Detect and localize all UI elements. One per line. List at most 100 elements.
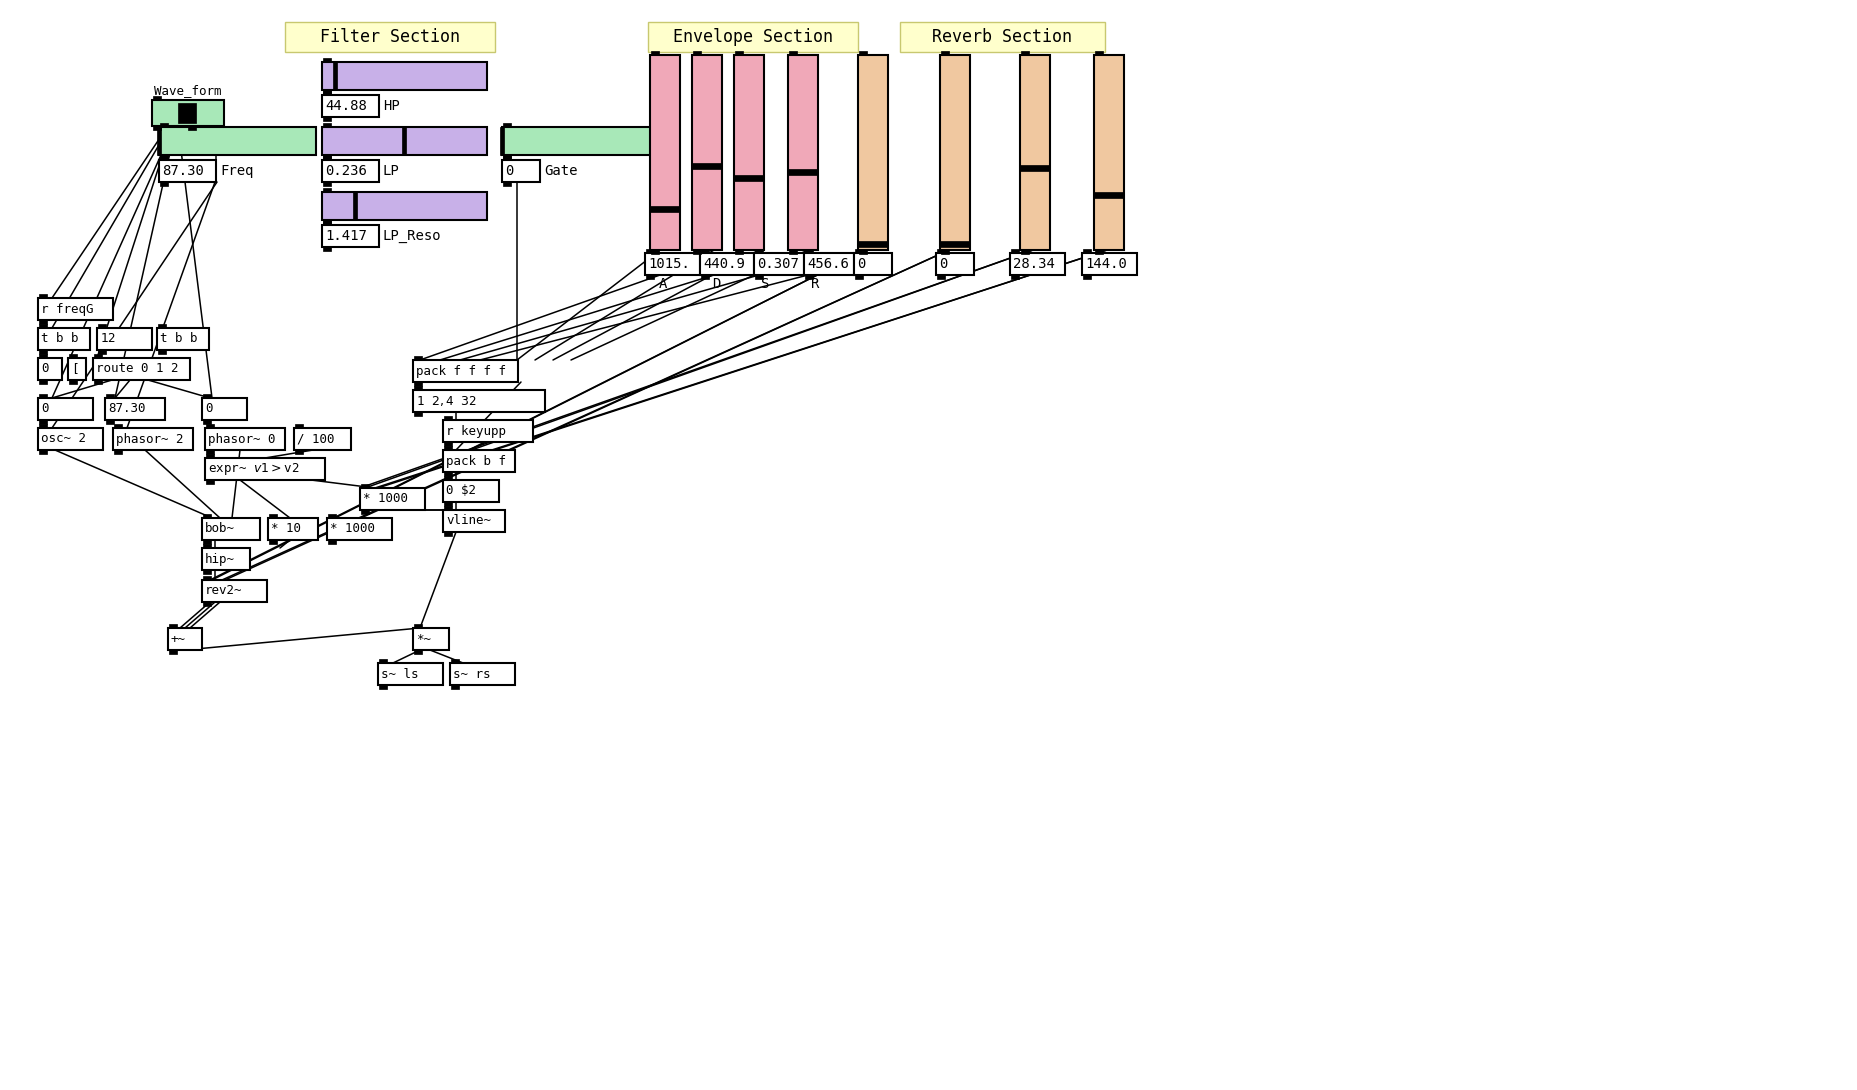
Bar xyxy=(39,420,46,424)
Bar xyxy=(379,659,386,663)
Bar xyxy=(360,510,370,514)
Bar xyxy=(106,398,165,420)
Bar xyxy=(754,253,804,275)
Bar xyxy=(69,358,85,380)
Bar xyxy=(1019,165,1049,171)
Text: s~ ls: s~ ls xyxy=(381,667,418,680)
Bar xyxy=(204,428,284,450)
Text: s~ rs: s~ rs xyxy=(453,667,490,680)
Bar xyxy=(940,241,969,247)
Bar xyxy=(152,126,162,130)
Bar xyxy=(321,128,487,155)
Text: R: R xyxy=(810,277,819,291)
Bar xyxy=(754,249,763,253)
Bar xyxy=(202,514,212,518)
Bar xyxy=(940,51,949,54)
Bar xyxy=(1010,253,1064,275)
Bar xyxy=(158,350,165,354)
Bar xyxy=(113,428,193,450)
Bar xyxy=(444,532,451,536)
Bar xyxy=(735,51,743,54)
Bar xyxy=(178,102,195,123)
Bar xyxy=(206,424,214,428)
Bar xyxy=(160,123,167,128)
Bar xyxy=(444,506,451,510)
Bar xyxy=(1010,275,1018,279)
Bar xyxy=(160,128,316,155)
Bar xyxy=(113,450,123,455)
Bar xyxy=(804,249,813,253)
Text: vline~: vline~ xyxy=(446,514,490,528)
Bar xyxy=(267,518,318,540)
Text: 0: 0 xyxy=(856,257,865,271)
Text: / 100: / 100 xyxy=(297,433,334,446)
Bar xyxy=(106,393,113,398)
Bar xyxy=(323,123,331,128)
Bar xyxy=(754,275,763,279)
Bar xyxy=(735,250,743,254)
Bar xyxy=(1083,249,1090,253)
Bar xyxy=(442,420,533,443)
Bar xyxy=(1010,249,1018,253)
Bar xyxy=(414,623,422,628)
Bar xyxy=(414,650,422,654)
Bar xyxy=(858,54,888,250)
Bar xyxy=(412,360,518,381)
Text: r freqG: r freqG xyxy=(41,303,93,315)
Bar xyxy=(93,358,189,380)
Text: osc~ 2: osc~ 2 xyxy=(41,433,85,446)
Bar xyxy=(39,354,46,358)
Text: pack b f: pack b f xyxy=(446,455,505,468)
Text: rev2~: rev2~ xyxy=(204,584,243,597)
Text: 0: 0 xyxy=(505,164,513,178)
Bar xyxy=(37,328,89,350)
Bar xyxy=(95,354,102,358)
Bar xyxy=(95,380,102,384)
Bar xyxy=(503,155,511,159)
Bar xyxy=(37,398,93,420)
Bar xyxy=(936,253,973,275)
Text: Envelope Section: Envelope Section xyxy=(672,28,832,46)
Bar xyxy=(360,484,370,488)
Bar xyxy=(501,160,540,182)
Bar xyxy=(648,22,858,52)
Bar xyxy=(202,580,267,602)
Bar xyxy=(332,62,336,90)
Bar xyxy=(854,275,862,279)
Bar xyxy=(1094,54,1123,250)
Bar xyxy=(39,320,46,324)
Bar xyxy=(169,623,176,628)
Text: route 0 1 2: route 0 1 2 xyxy=(97,363,178,375)
Bar xyxy=(39,350,46,354)
Text: pack f f f f: pack f f f f xyxy=(416,364,505,377)
Bar xyxy=(202,576,212,580)
Bar xyxy=(160,182,167,186)
Bar xyxy=(442,450,514,472)
Bar xyxy=(323,220,331,225)
Text: *~: *~ xyxy=(416,632,431,645)
Text: * 1000: * 1000 xyxy=(362,493,409,506)
Text: 0: 0 xyxy=(41,363,48,375)
Bar xyxy=(323,156,331,160)
Bar xyxy=(202,393,212,398)
Bar xyxy=(39,424,46,428)
Bar xyxy=(854,249,862,253)
Bar xyxy=(442,510,505,532)
Bar xyxy=(644,253,700,275)
Text: t b b: t b b xyxy=(160,332,197,346)
Bar xyxy=(204,458,325,480)
Bar xyxy=(97,328,152,350)
Text: Wave_form: Wave_form xyxy=(154,84,221,97)
Bar xyxy=(444,502,451,506)
Text: phasor~ 0: phasor~ 0 xyxy=(208,433,275,446)
Text: Filter Section: Filter Section xyxy=(319,28,461,46)
Bar xyxy=(700,249,709,253)
Bar xyxy=(936,249,945,253)
Text: 1 $2, $4 $3 $2: 1 $2, $4 $3 $2 xyxy=(416,393,477,408)
Bar xyxy=(646,249,654,253)
Bar xyxy=(160,156,167,160)
Bar xyxy=(940,250,949,254)
Bar xyxy=(804,253,854,275)
Bar xyxy=(37,358,61,380)
Bar xyxy=(188,126,195,130)
